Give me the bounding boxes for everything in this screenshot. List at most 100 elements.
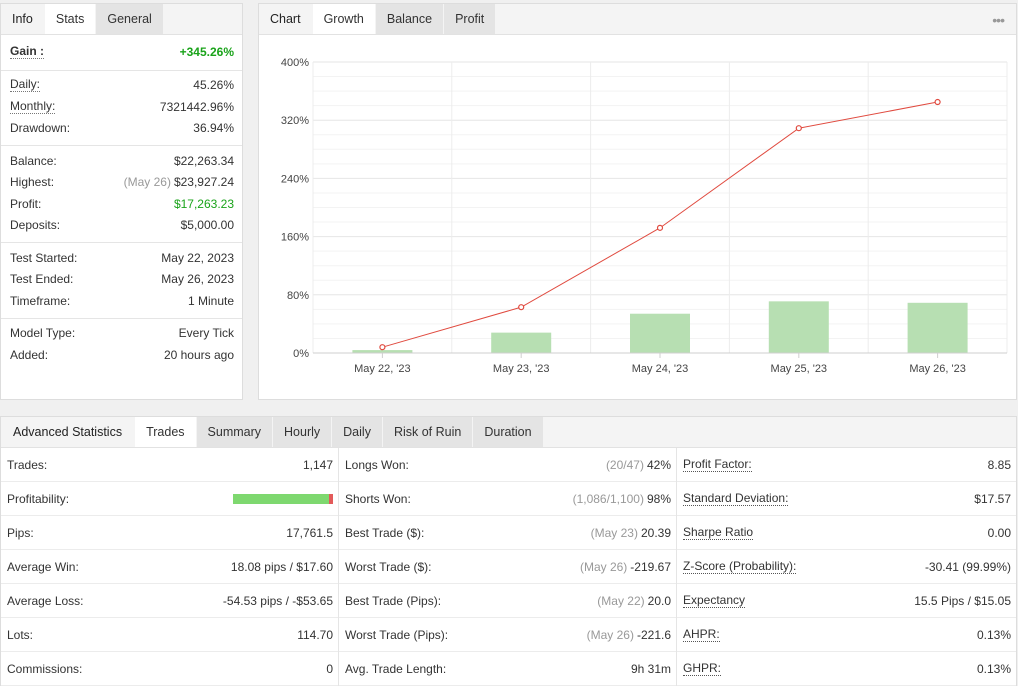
stat-value-text: 7321442.96% xyxy=(159,99,234,114)
adv-value-text: 18.08 pips / $17.60 xyxy=(230,559,333,574)
stat-label: Daily: xyxy=(10,77,41,93)
tab-info[interactable]: Info xyxy=(1,4,45,34)
adv-value-text: -54.53 pips / -$53.65 xyxy=(222,593,333,608)
stat-value: 36.94% xyxy=(193,121,234,135)
stat-row-model-type: Model Type: Every Tick xyxy=(10,323,234,345)
stat-date: (May 26) xyxy=(123,175,171,190)
adv-row-worst-trade: Worst Trade ($): (May 26) -219.67 xyxy=(339,550,676,584)
y-tick-label: 0% xyxy=(293,348,309,360)
adv-value-text: -30.41 (99.99%) xyxy=(924,559,1011,574)
adv-label[interactable]: Z-Score (Probability): xyxy=(683,558,797,574)
stat-row-balance: Balance: $22,263.34 xyxy=(10,150,234,172)
adv-label[interactable]: Expectancy xyxy=(683,592,746,608)
tab-chart[interactable]: Chart xyxy=(259,4,313,34)
tab-daily[interactable]: Daily xyxy=(332,417,383,447)
adv-muted: (1,086/1,100) xyxy=(572,491,644,506)
tab-growth[interactable]: Growth xyxy=(312,4,376,34)
more-options-icon[interactable]: ••• xyxy=(992,12,1005,28)
stat-row-monthly: Monthly: 7321442.96% xyxy=(10,96,234,118)
tab-trades[interactable]: Trades xyxy=(135,417,197,447)
adv-value-text: 20.39 xyxy=(640,525,671,540)
adv-row-worst-trade-pips: Worst Trade (Pips): (May 26) -221.6 xyxy=(339,618,676,652)
tab-summary[interactable]: Summary xyxy=(196,417,274,447)
stat-value: (May 26) $23,927.24 xyxy=(124,175,234,189)
adv-label: Average Loss: xyxy=(7,593,84,608)
adv-value-text: 0.13% xyxy=(976,661,1011,676)
adv-value-text: 20.0 xyxy=(647,593,671,608)
advanced-column-1: Trades: 1,147 Profitability: Pips: 17,761.5 A… xyxy=(1,448,339,686)
stat-label: Drawdown: xyxy=(10,121,71,136)
x-tick-label: May 22, '23 xyxy=(354,363,411,375)
adv-value: 0 xyxy=(326,662,333,676)
adv-row-profit-factor: Profit Factor: 8.85 xyxy=(677,448,1016,482)
adv-value: (May 26) -219.67 xyxy=(580,560,671,574)
adv-muted: (20/47) xyxy=(605,457,644,472)
stat-label: Highest: xyxy=(10,175,55,190)
growth-point xyxy=(379,344,386,351)
adv-row-best-trade-pips: Best Trade (Pips): (May 22) 20.0 xyxy=(339,584,676,618)
adv-value: 0.13% xyxy=(977,628,1011,642)
adv-label[interactable]: AHPR: xyxy=(683,626,720,642)
tab-stats[interactable]: Stats xyxy=(44,4,97,34)
adv-label[interactable]: GHPR: xyxy=(683,660,722,676)
adv-value-text: $17.57 xyxy=(974,491,1011,506)
adv-value xyxy=(233,493,333,504)
adv-value: 0.00 xyxy=(988,526,1011,540)
stat-value-text: 20 hours ago xyxy=(163,347,234,362)
growth-bar xyxy=(907,302,968,353)
stats-tabs: Info Stats General xyxy=(1,4,242,35)
stat-value-text: May 22, 2023 xyxy=(161,250,234,265)
adv-row-shorts-won: Shorts Won: (1,086/1,100) 98% xyxy=(339,482,676,516)
stat-label: Timeframe: xyxy=(10,293,71,308)
adv-value: 9h 31m xyxy=(631,662,671,676)
advanced-column-2: Longs Won: (20/47) 42% Shorts Won: (1,086/1,… xyxy=(339,448,677,686)
adv-value-text: 42% xyxy=(646,457,671,472)
y-tick-label: 320% xyxy=(281,115,309,127)
adv-value: 18.08 pips / $17.60 xyxy=(231,560,333,574)
tab-general[interactable]: General xyxy=(96,4,164,34)
stat-row-test-ended: Test Ended: May 26, 2023 xyxy=(10,269,234,291)
stat-label: Monthly: xyxy=(10,98,56,114)
adv-value: 15.5 Pips / $15.05 xyxy=(914,594,1011,608)
adv-label[interactable]: Profit Factor: xyxy=(683,456,752,472)
adv-row-ahpr: AHPR: 0.13% xyxy=(677,618,1016,652)
adv-value-text: 8.85 xyxy=(987,457,1011,472)
y-tick-label: 400% xyxy=(281,57,309,69)
adv-value-text: 0 xyxy=(326,661,333,676)
adv-label: Worst Trade ($): xyxy=(345,559,432,574)
stat-label: Test Ended: xyxy=(10,272,74,287)
stat-row-highest: Highest: (May 26) $23,927.24 xyxy=(10,172,234,194)
adv-value: (May 26) -221.6 xyxy=(587,628,671,642)
adv-value: 0.13% xyxy=(977,662,1011,676)
tab-profit[interactable]: Profit xyxy=(444,4,497,34)
adv-row-average-win: Average Win: 18.08 pips / $17.60 xyxy=(1,550,338,584)
adv-label[interactable]: Sharpe Ratio xyxy=(683,524,754,540)
growth-point xyxy=(656,224,664,231)
gain-value: +345.26% xyxy=(179,44,234,59)
stat-value: 45.26% xyxy=(193,78,234,92)
adv-label: Worst Trade (Pips): xyxy=(345,627,449,642)
tab-risk-of-ruin[interactable]: Risk of Ruin xyxy=(382,417,474,447)
stat-value-text: May 26, 2023 xyxy=(161,272,234,287)
adv-muted: (May 26) xyxy=(579,559,628,574)
adv-label: Profitability: xyxy=(7,491,70,506)
tab-hourly[interactable]: Hourly xyxy=(273,417,333,447)
tab-balance[interactable]: Balance xyxy=(375,4,445,34)
adv-value: (1,086/1,100) 98% xyxy=(573,492,671,506)
tab-duration[interactable]: Duration xyxy=(473,417,544,447)
adv-row-average-loss: Average Loss: -54.53 pips / -$53.65 xyxy=(1,584,338,618)
profitability-bar xyxy=(233,493,333,504)
stat-label: Profit: xyxy=(10,196,42,211)
stat-row-timeframe: Timeframe: 1 Minute xyxy=(10,290,234,312)
stat-group: Balance: $22,263.34 Highest: (May 26) $23,92… xyxy=(1,146,242,243)
growth-line xyxy=(382,101,938,348)
advanced-statistics-title: Advanced Statistics xyxy=(1,417,136,447)
adv-row-profitability: Profitability: xyxy=(1,482,338,516)
adv-value: 17,761.5 xyxy=(286,526,333,540)
adv-label[interactable]: Standard Deviation: xyxy=(683,490,789,506)
adv-label: Shorts Won: xyxy=(345,491,411,506)
adv-row-longs-won: Longs Won: (20/47) 42% xyxy=(339,448,676,482)
stat-value-text: 45.26% xyxy=(193,78,234,93)
stat-groups: Daily: 45.26% Monthly: 7321442.96% Drawdown:… xyxy=(1,71,242,372)
y-tick-label: 160% xyxy=(281,232,309,244)
